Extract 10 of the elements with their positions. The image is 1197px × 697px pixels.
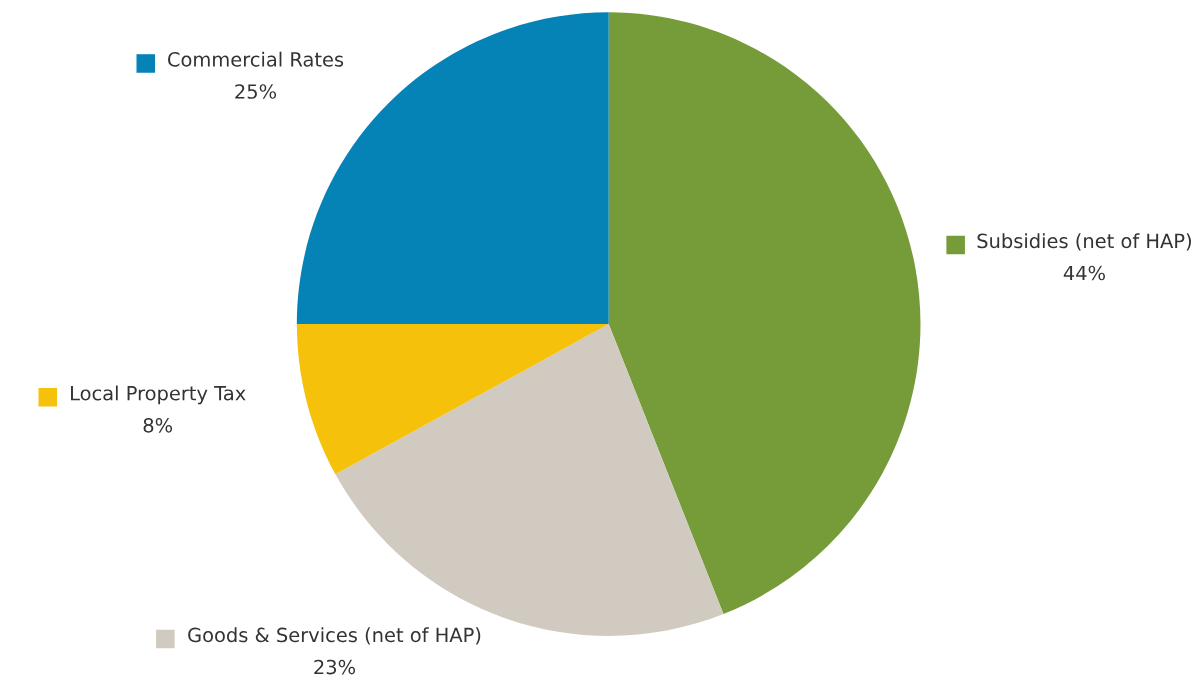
pie-slice — [608, 12, 921, 615]
data-label: 8% — [143, 417, 173, 433]
data-label: 25% — [235, 84, 277, 99]
data-label: 44% — [1063, 265, 1105, 281]
legend-label: Goods & Services (net of HAP) — [188, 627, 481, 645]
data-label: 23% — [314, 659, 356, 675]
legend-label: Commercial Rates — [168, 51, 344, 67]
legend-label: Local Property Tax — [71, 385, 246, 405]
legend-label: Subsidies (net of HAP) — [977, 233, 1191, 251]
pie-slice — [296, 324, 609, 475]
